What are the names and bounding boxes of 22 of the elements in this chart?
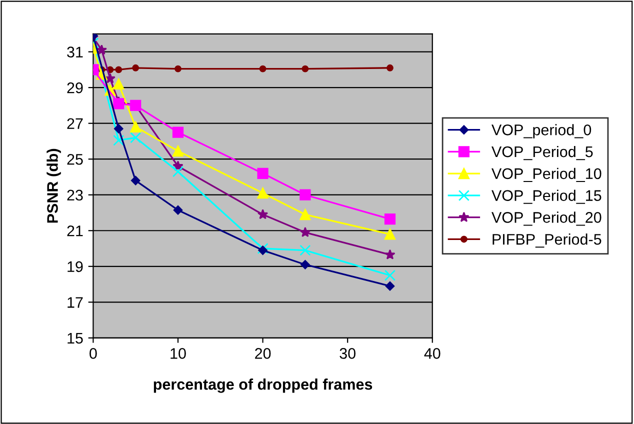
y-tick-label: 19 [68, 261, 83, 272]
y-tick-label: 17 [68, 297, 83, 308]
x-tick-label: 40 [424, 348, 440, 359]
legend-label: PIFBP_Period-5 [492, 234, 602, 248]
y-tick-label: 31 [67, 46, 83, 58]
legend-label: VOP_period_0 [492, 124, 592, 138]
y-tick-label: 15 [68, 332, 83, 344]
x-tick-label: 10 [170, 348, 186, 359]
x-tick-label: 0 [90, 348, 97, 359]
x-tick-label: 30 [340, 348, 356, 359]
x-axis-title: percentage of dropped frames [154, 378, 372, 393]
y-tick-label: 21 [67, 226, 83, 236]
legend-label: VOP_Period_5 [492, 146, 593, 160]
legend-label: VOP_Period_10 [492, 168, 602, 182]
legend-label: VOP_Period_15 [492, 190, 602, 204]
y-tick-label: 23 [67, 190, 83, 201]
x-tick-label: 20 [255, 348, 271, 359]
y-tick-label: 29 [67, 82, 83, 94]
y-tick-label: 25 [67, 154, 83, 165]
y-tick-label: 27 [67, 118, 83, 129]
legend-label: VOP_Period_20 [492, 212, 602, 226]
y-axis-title: PSNR (db) [46, 148, 61, 223]
